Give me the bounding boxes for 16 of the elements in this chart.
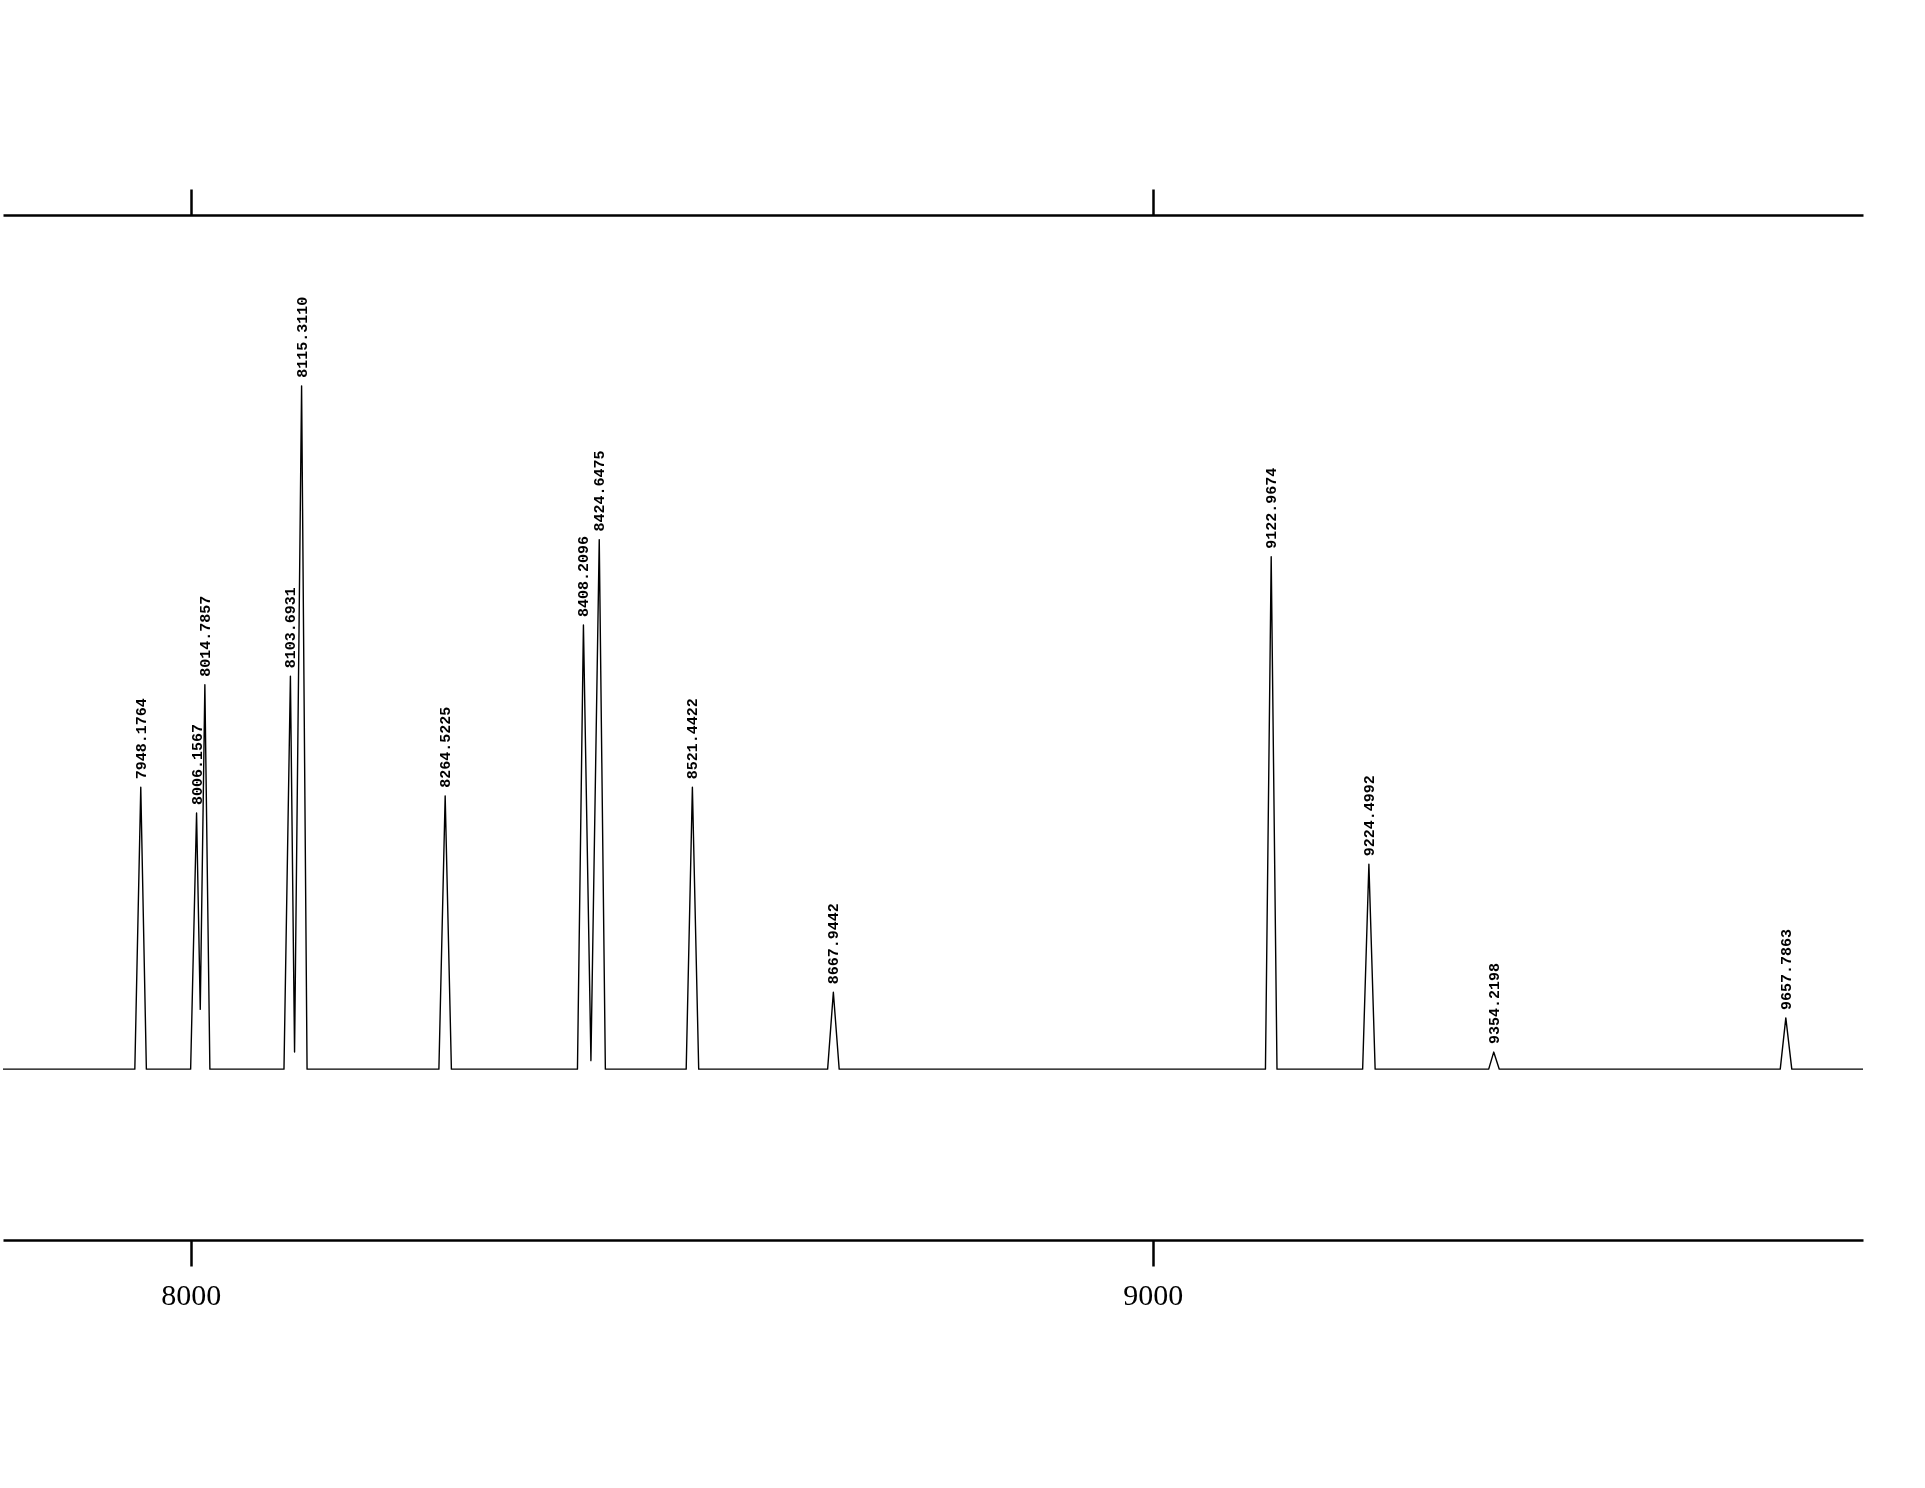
annotation: 8521.4422	[685, 698, 703, 780]
annotation: 7948.1764	[133, 698, 151, 780]
annotation: 8103.6931	[283, 587, 301, 669]
annotation: 8264.5225	[438, 706, 456, 788]
annotation: 9354.2198	[1486, 963, 1504, 1045]
annotation: 8115.3110	[294, 296, 312, 378]
x-tick-label: 9000	[1123, 1277, 1184, 1311]
annotation: 8006.1567	[189, 723, 207, 805]
annotation: 8667.9442	[826, 903, 844, 985]
x-tick-label: 8000	[161, 1277, 222, 1311]
annotation: 9657.7863	[1778, 928, 1796, 1010]
annotation: 9224.4992	[1361, 775, 1379, 857]
annotation: 8408.2096	[576, 535, 594, 617]
annotation: 8014.7857	[197, 595, 215, 677]
annotation: 8424.6475	[592, 450, 610, 532]
annotation: 9122.9674	[1264, 467, 1282, 549]
